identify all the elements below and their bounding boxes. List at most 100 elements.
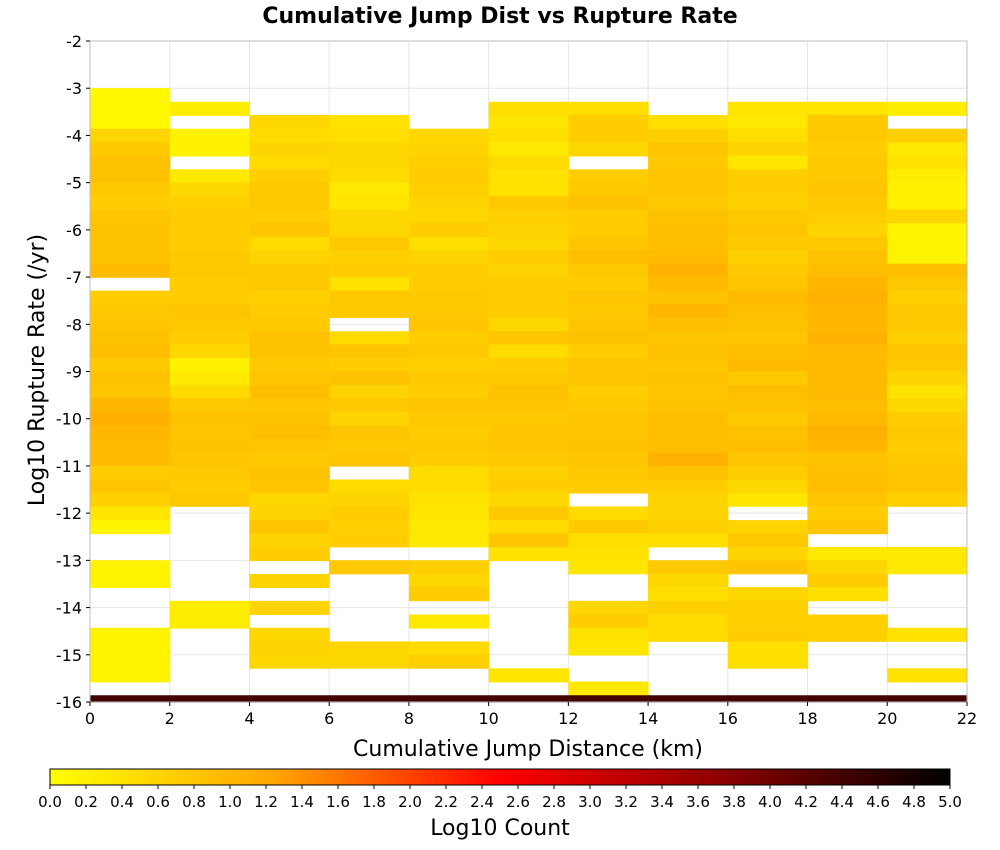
- heatmap-cell: [807, 128, 888, 143]
- heatmap-cell: [488, 263, 569, 278]
- heatmap-cell: [887, 209, 968, 224]
- x-tick-label: 8: [404, 709, 414, 728]
- heatmap-cell: [648, 479, 729, 494]
- heatmap-cell: [169, 479, 251, 494]
- heatmap-cell: [90, 182, 171, 197]
- colorbar-tick-label: 1.2: [254, 793, 278, 811]
- heatmap-cell: [90, 196, 171, 211]
- heatmap-cell: [408, 614, 490, 629]
- heatmap-cell: [568, 263, 649, 278]
- heatmap-cell: [408, 358, 490, 373]
- heatmap-cell: [807, 492, 888, 507]
- heatmap-cell: [568, 371, 649, 386]
- heatmap-cell: [488, 209, 569, 224]
- heatmap-cell: [249, 317, 330, 332]
- heatmap-cell: [408, 331, 490, 346]
- heatmap-cell: [329, 303, 410, 318]
- colorbar-tick-label: 4.2: [794, 793, 818, 811]
- heatmap-cell: [807, 331, 888, 346]
- heatmap-cell: [488, 290, 569, 305]
- heatmap-cell: [488, 344, 569, 359]
- heatmap-cell: [727, 276, 809, 292]
- colorbar-tick-label: 0.6: [146, 793, 170, 811]
- heatmap-cell: [648, 533, 729, 548]
- heatmap-cell: [408, 506, 490, 521]
- heatmap-cell: [807, 223, 888, 238]
- heatmap-cell: [648, 506, 729, 521]
- heatmap-cell: [169, 438, 251, 453]
- heatmap-cell: [727, 317, 809, 332]
- heatmap-cell: [887, 627, 968, 642]
- heatmap-cell: [329, 398, 410, 413]
- heatmap-cell: [169, 276, 251, 292]
- heatmap-cell: [90, 425, 171, 440]
- heatmap-cell: [90, 411, 171, 427]
- heatmap-cell: [807, 236, 888, 251]
- heatmap-cell: [249, 155, 330, 170]
- heatmap-cell: [727, 547, 809, 562]
- heatmap-cell: [488, 196, 569, 211]
- y-tick-label: -4: [66, 126, 82, 145]
- y-tick-label: -9: [66, 363, 82, 382]
- heatmap-cell: [807, 209, 888, 224]
- heatmap-cell: [887, 142, 968, 157]
- heatmap-cell: [90, 303, 171, 318]
- x-tick-label: 2: [165, 709, 175, 728]
- y-tick-label: -14: [56, 599, 82, 618]
- heatmap-cell: [648, 560, 729, 575]
- heatmap-cell: [90, 506, 171, 521]
- heatmap-cell: [727, 223, 809, 238]
- heatmap-cell: [568, 641, 649, 656]
- heatmap-cell: [169, 142, 251, 157]
- heatmap-cell: [488, 128, 569, 143]
- heatmap-cell: [807, 465, 888, 480]
- heatmap-cell: [568, 600, 649, 615]
- y-tick-label: -16: [56, 693, 82, 712]
- x-tick-label: 0: [85, 709, 95, 728]
- heatmap-cell: [169, 290, 251, 305]
- y-tick-label: -11: [56, 457, 82, 476]
- heatmap-cell: [329, 520, 410, 535]
- heatmap-cell: [90, 101, 171, 116]
- heatmap-cell: [90, 385, 171, 400]
- heatmap-cell: [568, 344, 649, 359]
- y-tick-label: -12: [56, 504, 82, 523]
- heatmap-cell: [887, 250, 968, 265]
- heatmap-cell: [887, 560, 968, 575]
- heatmap-cell: [329, 654, 410, 669]
- heatmap-cell: [169, 128, 251, 143]
- colorbar-tick-label: 0.0: [38, 793, 62, 811]
- colorbar-tick-label: 2.2: [434, 793, 458, 811]
- heatmap-cell: [568, 223, 649, 238]
- heatmap-cell: [90, 479, 171, 494]
- heatmap-cell: [887, 155, 968, 170]
- colorbar-tick-label: 4.8: [902, 793, 926, 811]
- heatmap-cell: [648, 276, 729, 292]
- heatmap-cell: [408, 303, 490, 318]
- heatmap-cell: [648, 250, 729, 265]
- heatmap-cell: [648, 425, 729, 440]
- heatmap-cell: [648, 331, 729, 346]
- heatmap-cell: [887, 344, 968, 359]
- heatmap-cell: [408, 236, 490, 251]
- heatmap-cell: [408, 425, 490, 440]
- y-tick-label: -13: [56, 551, 82, 570]
- heatmap-cell: [249, 506, 330, 521]
- heatmap-cell: [408, 263, 490, 278]
- heatmap-cell: [329, 385, 410, 400]
- heatmap-cell: [249, 331, 330, 346]
- heatmap-cell: [887, 668, 968, 683]
- heatmap-cell: [568, 276, 649, 292]
- heatmap-cell: [329, 263, 410, 278]
- heatmap-cell: [568, 209, 649, 224]
- heatmap-cell: [648, 371, 729, 386]
- heatmap-cell: [807, 411, 888, 427]
- heatmap-cell: [727, 155, 809, 170]
- heatmap-cell: [169, 371, 251, 386]
- heatmap-cell: [329, 506, 410, 521]
- heatmap-cell: [408, 209, 490, 224]
- heatmap-cell: [249, 209, 330, 224]
- heatmap-cell: [887, 223, 968, 238]
- heatmap-cell: [568, 142, 649, 157]
- heatmap-cell: [408, 223, 490, 238]
